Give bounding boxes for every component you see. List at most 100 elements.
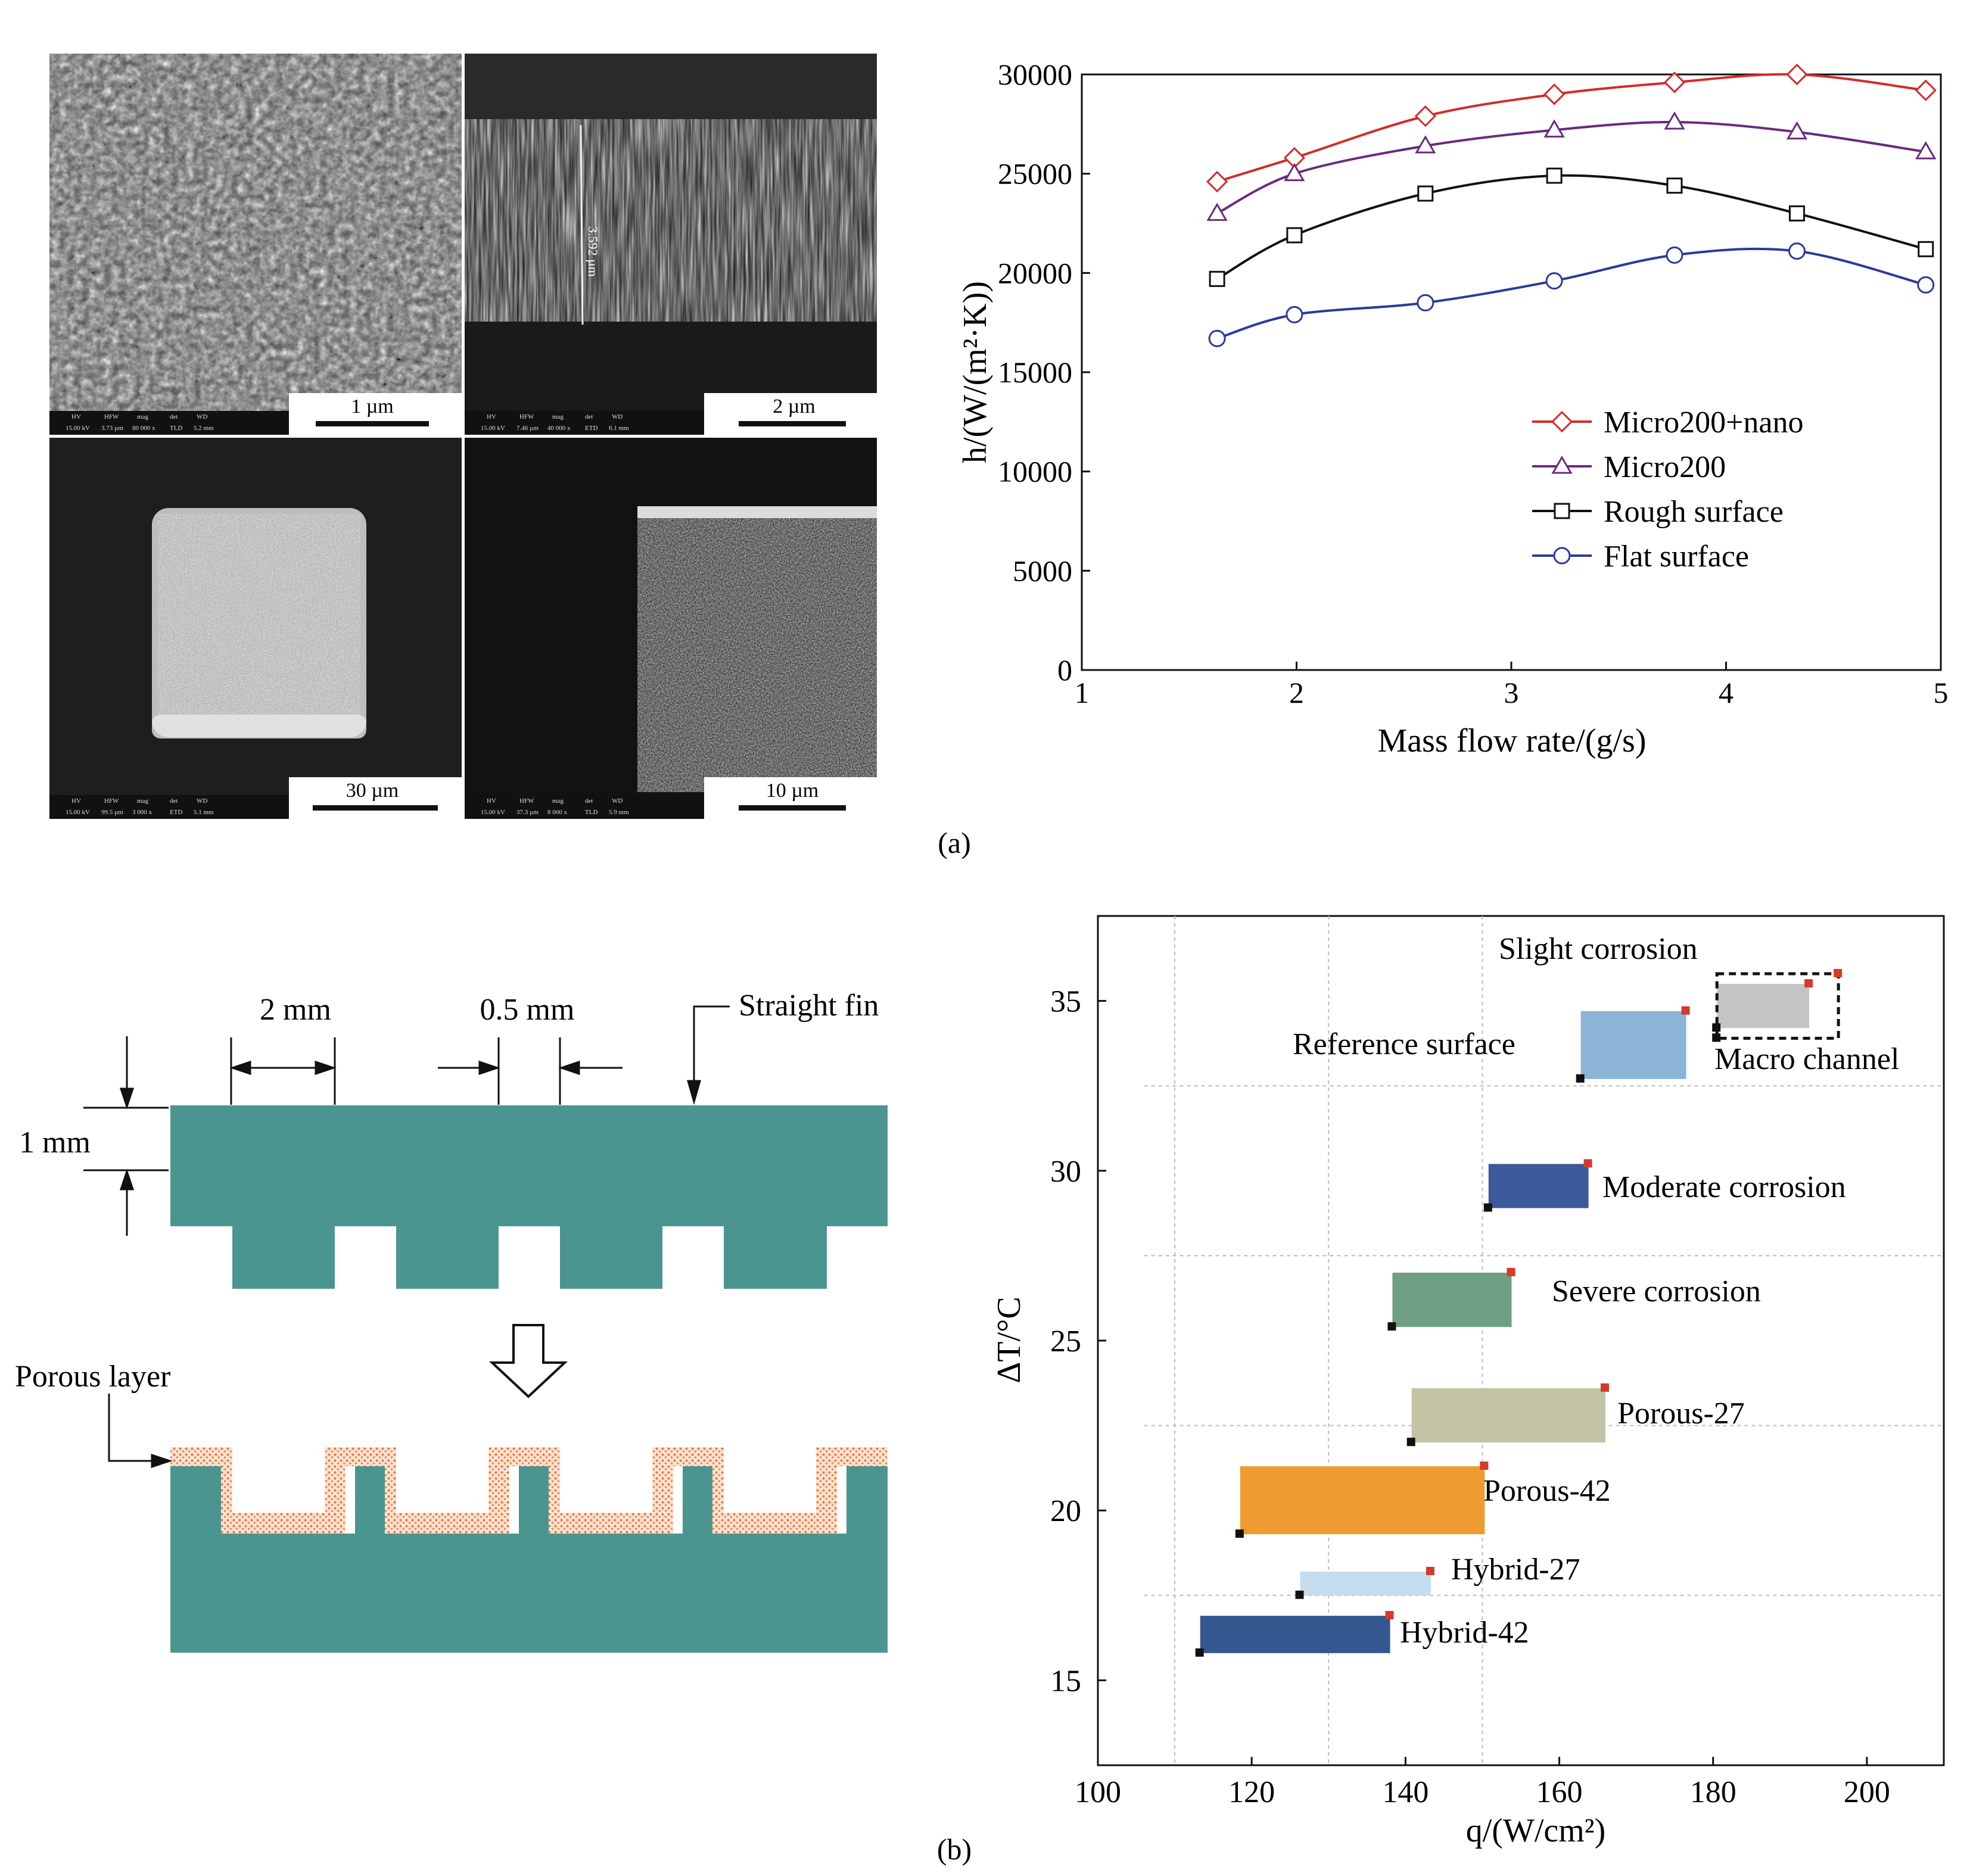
data-point	[1788, 242, 1806, 260]
range-box	[1717, 984, 1810, 1029]
x-axis-label: q/(W/cm²)	[1466, 1812, 1605, 1849]
min-marker	[1195, 1648, 1204, 1657]
data-point	[1543, 83, 1566, 105]
porous-layer-arrow	[108, 1394, 173, 1469]
range-box-label: Slight corrosion	[1499, 932, 1698, 966]
info-det-label: det	[585, 413, 593, 420]
data-point	[1546, 167, 1563, 184]
straight-fin-arrow	[687, 1005, 730, 1105]
series-rough-surface	[1209, 167, 1934, 287]
range-box-severe-corrosion: Severe corrosion	[1387, 1267, 1761, 1331]
data-point	[1543, 119, 1565, 138]
info-hfw-label: HFW	[519, 413, 534, 420]
max-marker	[1681, 1006, 1690, 1015]
info-hv-value: 15.00 kV	[66, 425, 90, 432]
sem-image-top-right: 3.592 µm	[465, 54, 877, 435]
y-tick-label: 30000	[998, 58, 1072, 91]
series-line	[1216, 120, 1927, 215]
y-tick-label: 5000	[1013, 554, 1072, 587]
info-det-value: TLD	[170, 425, 182, 432]
info-hfw-label: HFW	[519, 797, 534, 805]
sem-info-bar-3: HV HFW mag det WD 15.00 kV 99.5 µm 3 000…	[66, 797, 214, 816]
straight-fin-label: Straight fin	[739, 989, 879, 1023]
range-box	[1580, 1011, 1686, 1079]
data-point	[1206, 202, 1228, 221]
max-marker	[1834, 968, 1843, 977]
info-mag-label: mag	[137, 413, 148, 420]
x-tick-label: 3	[1504, 676, 1519, 709]
data-point	[1208, 329, 1226, 347]
series-micro200	[1206, 111, 1937, 221]
data-point	[1417, 185, 1434, 202]
range-box	[1240, 1466, 1485, 1535]
info-hfw-value: 7.46 µm	[516, 425, 539, 432]
scalebar-3: 30 µm	[289, 777, 462, 819]
range-box	[1392, 1272, 1512, 1327]
data-point	[1664, 111, 1685, 130]
range-box-hybrid-42: Hybrid-42	[1195, 1611, 1529, 1657]
info-wd-label: WD	[197, 797, 207, 805]
y-tick-label: 15	[1050, 1664, 1081, 1698]
info-wd-value: 5.2 mm	[194, 425, 214, 432]
scalebar-4: 10 µm	[704, 777, 877, 819]
y-tick-label: 10000	[998, 455, 1072, 488]
info-hv-label: HV	[71, 413, 81, 420]
max-marker	[1583, 1159, 1592, 1168]
data-point	[1415, 135, 1436, 154]
dim-1mm	[83, 1036, 169, 1236]
max-marker	[1804, 979, 1813, 988]
legend-label: Micro200+nano	[1604, 406, 1804, 440]
data-point	[1788, 205, 1805, 222]
dim-2mm-label: 2 mm	[260, 993, 331, 1027]
x-axis-label: Mass flow rate/(g/s)	[1377, 722, 1646, 759]
range-box-label: Macro channel	[1714, 1042, 1899, 1076]
min-marker	[1406, 1438, 1415, 1447]
x-tick-label: 120	[1228, 1775, 1275, 1809]
x-tick-label: 180	[1690, 1775, 1736, 1809]
dim-2mm	[229, 1037, 337, 1105]
straight-fin-profile	[170, 1105, 888, 1289]
data-point	[1286, 306, 1303, 323]
y-tick-label: 20000	[998, 256, 1072, 289]
info-mag-value: 3 000 x	[132, 809, 153, 816]
min-marker	[1576, 1074, 1585, 1083]
info-hv-label: HV	[71, 797, 81, 805]
data-point	[1666, 246, 1683, 264]
range-box-label: Reference surface	[1293, 1027, 1515, 1061]
sem-image-bottom-left	[49, 438, 462, 819]
min-marker	[1483, 1203, 1492, 1212]
legend-label: Micro200	[1604, 450, 1726, 484]
info-det-value: TLD	[585, 809, 597, 816]
legend-label: Rough surface	[1604, 495, 1784, 529]
info-hfw-value: 99.5 µm	[101, 809, 123, 816]
legend-marker	[1551, 410, 1573, 433]
dim-05mm-label: 0.5 mm	[480, 993, 575, 1027]
legend-label: Flat surface	[1604, 540, 1749, 574]
sem-image-grid: 3.592 µm HV HFW mag det WD 15.00 kV 3.73…	[49, 54, 877, 819]
sem-image-top-left	[49, 54, 462, 435]
measure-label: 3.592 µm	[586, 226, 600, 277]
info-det-label: det	[170, 413, 178, 420]
max-marker	[1601, 1383, 1609, 1392]
y-tick-label: 25000	[998, 157, 1072, 191]
legend-marker	[1554, 503, 1570, 519]
transform-arrow-icon	[488, 1324, 568, 1398]
scalebar-label: 2 µm	[773, 395, 816, 417]
info-hv-value: 15.00 kV	[481, 809, 505, 816]
porous-fin-profile	[170, 1466, 888, 1653]
info-hfw-label: HFW	[104, 413, 119, 420]
x-tick-label: 5	[1934, 676, 1949, 709]
info-hv-value: 15.00 kV	[481, 425, 505, 432]
info-hfw-value: 37.3 µm	[516, 809, 539, 816]
data-point	[1917, 276, 1935, 294]
data-point	[1918, 241, 1934, 257]
info-mag-value: 80 000 x	[132, 425, 155, 432]
y-axis-label: ΔT/°C	[991, 1297, 1028, 1383]
scalebar-2: 2 µm	[704, 393, 877, 435]
fin-schematic: 2 mm 0.5 mm Straight fin 1 mm	[15, 989, 888, 1653]
porous-layer-label: Porous layer	[15, 1360, 170, 1394]
scalebar-label: 10 µm	[766, 780, 819, 802]
info-wd-label: WD	[612, 797, 623, 805]
y-tick-label: 15000	[998, 356, 1072, 389]
